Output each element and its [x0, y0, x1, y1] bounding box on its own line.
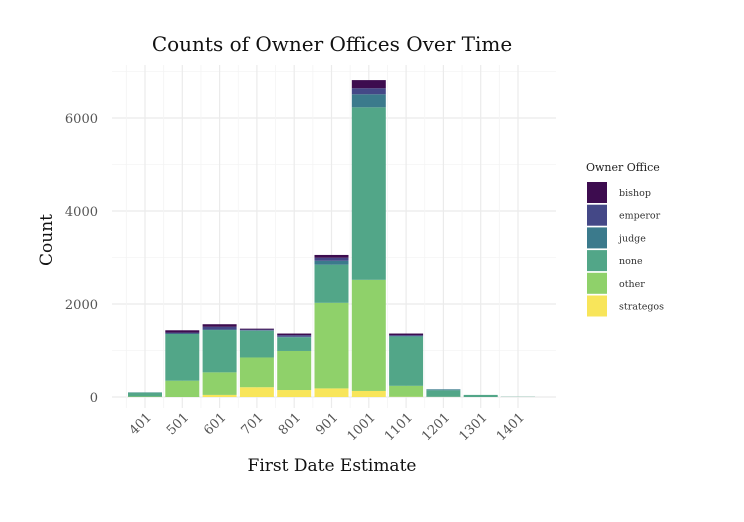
bar-segment-strategos-901: [315, 388, 349, 397]
bar-segment-emperor-801: [277, 335, 311, 337]
x-tick-label: 1401: [494, 410, 528, 444]
bar-segment-bishop-901: [315, 255, 349, 258]
bar-segment-none-801: [277, 337, 311, 351]
bar-segment-none-901: [315, 265, 349, 303]
bar-segment-bishop-1101: [389, 334, 423, 336]
bar-segment-emperor-601: [203, 327, 237, 330]
bar-segment-bishop-601: [203, 324, 237, 327]
bar-segment-other-1101: [389, 386, 423, 397]
y-tick-label: 6000: [65, 112, 98, 127]
bar-segment-emperor-1001: [352, 88, 386, 94]
legend-label-bishop: bishop: [619, 188, 651, 199]
y-axis-label: Count: [37, 214, 57, 266]
bar-segment-bishop-1001: [352, 80, 386, 88]
bar-segment-bishop-501: [165, 330, 199, 332]
bar-segment-none-601: [203, 330, 237, 372]
x-tick-label: 401: [127, 410, 155, 438]
x-tick-label: 901: [313, 410, 341, 438]
bar-segment-strategos-1001: [352, 391, 386, 397]
bar-segment-bishop-801: [277, 334, 311, 336]
chart-title: Counts of Owner Offices Over Time: [152, 32, 512, 56]
bar-segment-emperor-901: [315, 258, 349, 261]
legend-key-none: [587, 250, 607, 271]
legend-key-emperor: [587, 205, 607, 226]
legend-label-emperor: emperor: [619, 211, 661, 222]
x-tick-label: 801: [276, 410, 304, 438]
bar-segment-other-1001: [352, 280, 386, 391]
x-tick-label: 701: [239, 410, 267, 438]
legend-label-other: other: [619, 279, 645, 290]
y-tick-label: 0: [90, 391, 98, 406]
bar-segment-judge-901: [315, 261, 349, 265]
legend-key-bishop: [587, 182, 607, 203]
bar-segment-emperor-1101: [389, 335, 423, 336]
legend-title: Owner Office: [586, 161, 660, 174]
x-tick-label: 501: [164, 410, 192, 438]
legend-key-judge: [587, 227, 607, 248]
legend-label-none: none: [619, 256, 643, 267]
bar-segment-none-501: [165, 334, 199, 381]
y-tick-label: 4000: [65, 205, 98, 220]
x-tick-label: 1101: [382, 410, 416, 444]
bar-segment-other-701: [240, 357, 274, 387]
y-axis-ticks: 0 2000 4000 6000: [65, 112, 98, 406]
bar-segment-judge-1201: [426, 389, 460, 390]
bar-segment-other-901: [315, 303, 349, 389]
x-tick-label: 1201: [419, 410, 453, 444]
bar-segment-none-1001: [352, 107, 386, 280]
bar-segment-other-801: [277, 351, 311, 390]
legend-key-other: [587, 273, 607, 294]
legend-key-strategos: [587, 296, 607, 317]
bar-segment-none-1301: [464, 395, 498, 397]
x-tick-label: 1301: [457, 410, 491, 444]
legend: bishop emperor judge none other strategos: [587, 182, 664, 317]
legend-label-strategos: strategos: [619, 302, 664, 313]
bar-segment-none-401: [128, 393, 162, 397]
bar-segment-other-501: [165, 381, 199, 397]
bar-segment-none-1201: [426, 390, 460, 397]
y-tick-label: 2000: [65, 298, 98, 313]
bar-segment-bishop-701: [240, 329, 274, 330]
bar-segment-strategos-701: [240, 387, 274, 397]
legend-label-judge: judge: [618, 233, 646, 244]
bar-segment-none-701: [240, 331, 274, 358]
bar-segment-emperor-701: [240, 330, 274, 331]
bar-segment-other-601: [203, 372, 237, 395]
x-axis-label: First Date Estimate: [248, 456, 417, 476]
x-tick-label: 601: [201, 410, 229, 438]
bar-segment-strategos-601: [203, 395, 237, 397]
bar-segment-none-1101: [389, 337, 423, 386]
x-tick-label: 1001: [345, 410, 379, 444]
bar-segment-judge-1001: [352, 94, 386, 107]
bar-segment-strategos-801: [277, 390, 311, 397]
bar-segment-emperor-501: [165, 333, 199, 334]
